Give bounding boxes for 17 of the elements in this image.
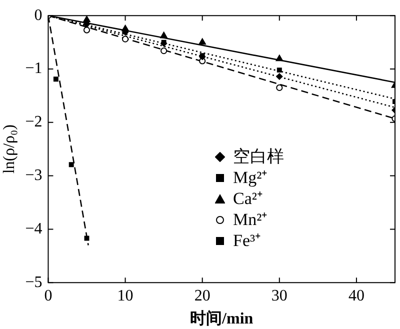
y-tick-label: −1 <box>25 60 42 78</box>
y-tick-label: −3 <box>25 167 42 184</box>
x-tick-label: 20 <box>194 287 210 304</box>
x-tick-label: 30 <box>271 287 288 304</box>
legend-label: Fe³⁺ <box>233 230 262 251</box>
y-tick-label: −2 <box>25 114 42 131</box>
legend-label: Ca²⁺ <box>233 188 263 209</box>
x-axis-title: 时间/min <box>190 310 254 328</box>
y-tick-label: 0 <box>34 6 42 24</box>
legend-label: 空白样 <box>233 146 284 167</box>
y-tick-label: −5 <box>25 274 42 291</box>
x-tick-label: 10 <box>117 287 134 304</box>
x-tick-label: 40 <box>348 287 364 304</box>
y-tick-label: −4 <box>25 220 42 238</box>
legend-label: Mg²⁺ <box>233 167 268 188</box>
legend-label: Mn²⁺ <box>233 209 268 230</box>
y-axis-title: ln(ρ/ρ₀) <box>0 124 18 174</box>
